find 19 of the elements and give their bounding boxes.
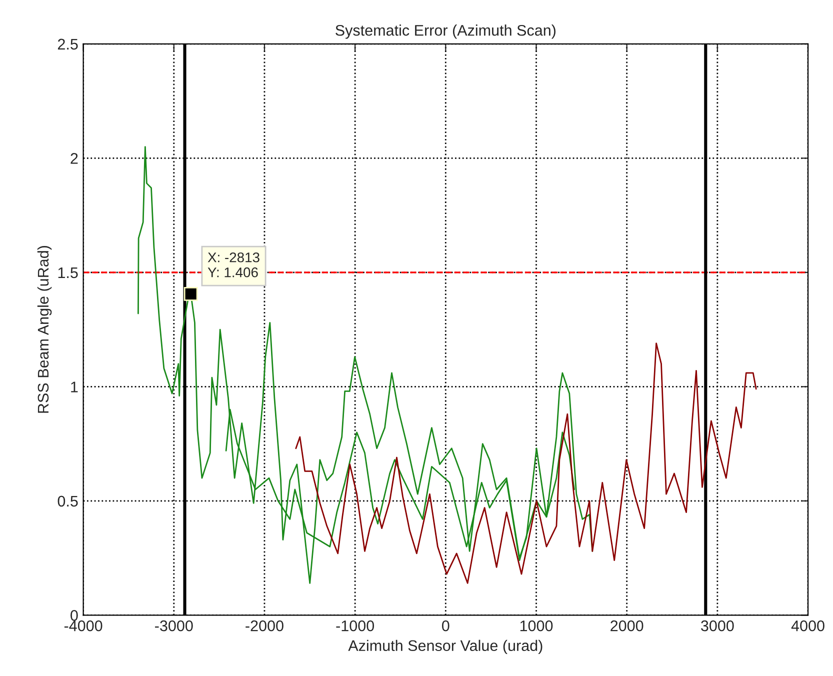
y-tick-label: 1 [71,382,78,392]
y-tick-label: 2.5 [58,38,78,50]
y-tick-label: 0.5 [58,496,78,507]
x-axis-title: Azimuth Sensor Value (urad) [348,640,542,654]
chart-title: Systematic Error (Azimuth Scan) [336,24,556,39]
x-tick-label: -4000 [64,620,102,632]
y-tick-label: 1.5 [58,267,78,278]
x-tick-label: -1000 [336,620,374,632]
x-tick-label: 4000 [791,620,824,632]
annotation: X: -2813 Y: 1.406 [208,252,260,278]
x-tick-label: 3000 [701,620,734,632]
x-tick-label: 1000 [520,620,553,632]
x-tick-label: -2000 [246,620,284,632]
x-tick-label: -3000 [155,620,193,632]
y-axis-title: RSS Beam Angle (uRad) [37,246,52,413]
x-tick-label: 0 [442,620,450,632]
x-tick-label: 2000 [610,620,644,632]
y-tick-label: 2 [70,153,78,164]
y-tick-label: 0 [70,610,78,621]
